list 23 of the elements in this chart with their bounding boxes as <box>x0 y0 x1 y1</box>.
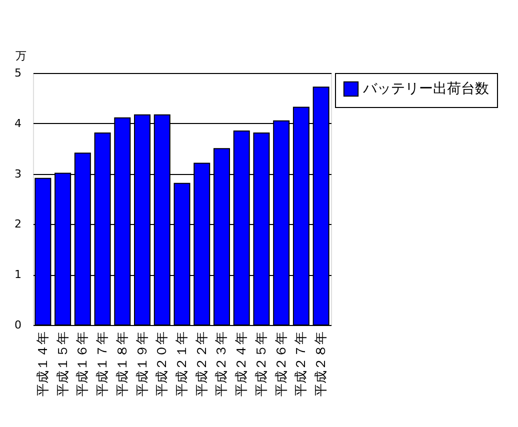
x-tick-label: 平成１８年 <box>115 332 130 396</box>
x-tick-label: 平成１７年 <box>96 332 111 396</box>
x-tick-label: 平成１９年 <box>135 332 150 396</box>
x-tick-label: 平成２０年 <box>155 332 170 396</box>
x-tick-label: 平成２７年 <box>294 332 310 396</box>
x-tick-label: 平成２６年 <box>274 332 290 396</box>
x-tick-label: 平成２４年 <box>234 332 250 396</box>
legend-label: バッテリー出荷台数 <box>362 81 489 97</box>
x-tick-label: 平成２５年 <box>254 332 270 396</box>
x-tick-label: 平成２８年 <box>314 332 330 396</box>
x-tick-label: 平成１５年 <box>56 332 71 396</box>
y-tick-label: 2 <box>14 218 22 231</box>
y-tick-label: 5 <box>14 66 22 80</box>
x-tick-label: 平成２３年 <box>214 332 230 396</box>
x-tick-label: 平成１６年 <box>76 332 91 396</box>
x-tick-label: 平成１４年 <box>36 332 51 396</box>
y-tick-label: 0 <box>14 318 22 332</box>
y-tick-label: 3 <box>14 167 22 180</box>
x-tick-label: 平成２１年 <box>175 332 190 396</box>
y-axis-title: 万 <box>16 50 26 62</box>
y-tick-label: 4 <box>14 116 22 130</box>
y-tick-label: 1 <box>14 268 22 282</box>
x-tick-label: 平成２２年 <box>194 332 210 396</box>
